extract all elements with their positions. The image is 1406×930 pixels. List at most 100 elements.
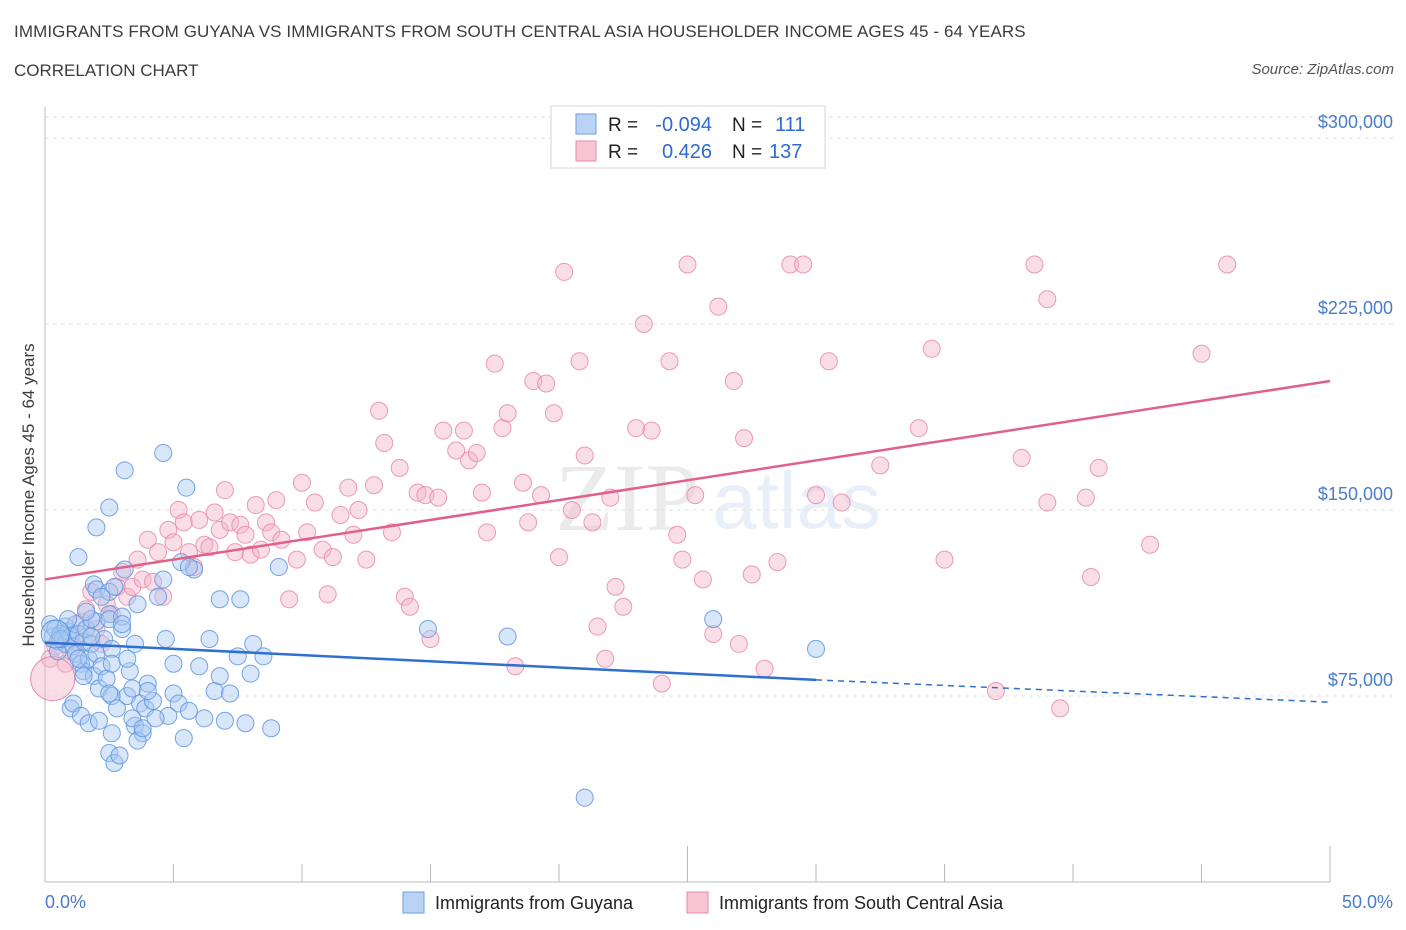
sca-point [1076,488,1095,507]
legend-n-label-guyana: N = [732,115,762,136]
guyana-point [154,570,173,589]
series-legend-label-guyana: Immigrants from Guyana [435,893,634,913]
sca-point [583,513,602,532]
guyana-point [498,627,517,646]
sca-point [267,491,286,510]
x-axis-ticks [44,846,1331,882]
trend-lines [44,379,1331,703]
x-tick-label-min: 0.0% [45,892,86,912]
sca-point [339,478,358,497]
guyana-point [179,701,198,720]
sca-point [922,339,941,358]
sca-point [349,501,368,519]
guyana-point [113,620,132,639]
sca-point [174,513,193,532]
sca-point [305,493,324,512]
sca-point [231,515,250,534]
guyana-point [228,647,247,666]
sca-point [652,674,671,693]
sca-point [280,590,299,609]
sca-point [807,486,825,505]
guyana-point [110,746,129,765]
legend-box [550,105,826,169]
watermark-atlas: atlas [712,456,881,545]
guyana-point [138,674,157,693]
guyana-point [177,478,196,497]
guyana-point [195,709,214,728]
series-legend-swatch-sca [686,891,709,914]
sca-point [1081,567,1100,586]
guyana-point [133,719,152,738]
sca-point [1038,493,1057,512]
sca-point [257,513,276,532]
y-tick-labels: $75,000 $150,000 $225,000 $300,000 [1318,112,1393,690]
sca-point [460,451,479,470]
series-legend-swatch-guyana [402,891,425,914]
sca-point [478,523,497,542]
sca-point [200,538,219,557]
sca-point [588,617,607,636]
sca-point [241,545,260,564]
sca-point [673,550,692,569]
sca-point [133,570,152,589]
guyana-point [179,558,198,577]
guyana-point [149,587,168,606]
sca-point [575,446,594,465]
guyana-point [61,699,80,718]
sca-point [210,520,229,539]
guyana-point [102,724,121,743]
guyana-point [807,639,825,658]
y-tick-label: $225,000 [1318,298,1393,318]
guyana-point [89,711,108,730]
sca-point [370,401,389,420]
guyana-point [74,667,93,686]
sca-point [1051,699,1070,718]
sca-point [794,255,813,274]
guyana-point [118,649,137,668]
y-tick-label: $150,000 [1318,484,1393,504]
sca-point [781,255,800,274]
sca-point [123,577,142,596]
sca-point [287,550,306,569]
guyana-point [77,602,96,621]
legend-swatch-sca [575,140,597,162]
gridlines [45,116,1394,697]
sca-point [375,434,394,453]
guyana-point [231,590,250,609]
sca-point [1089,458,1108,477]
sca-point [627,419,646,438]
sca-point [660,352,679,371]
sca-point [544,404,563,423]
sca-point [164,533,183,552]
sca-point [634,315,653,333]
guyana-point [113,615,132,634]
y-tick-label: $300,000 [1318,112,1393,132]
sca-point [724,372,743,391]
x-tick-label-max: 50.0% [1342,892,1393,912]
guyana-point [221,684,240,703]
guyana-point [210,667,229,686]
guyana-point [123,679,142,698]
sca-point [472,483,491,502]
sca-point [755,659,774,678]
guyana-point-cluster [40,619,70,649]
guyana-point [146,709,165,728]
guyana-point [156,629,175,648]
sca-point [149,543,168,562]
guyana-point [82,627,101,646]
sca-point [447,441,466,460]
sca-point [704,625,723,643]
sca-point [909,419,928,438]
legend-n-value-guyana: 111 [775,114,805,136]
sca-point [729,634,748,653]
sca-point [686,486,705,505]
sca-point [555,262,574,281]
sca-point [514,473,533,492]
sca-point [138,530,157,549]
sca-point [313,540,332,559]
guyana-point [164,654,183,673]
sca-point [1141,535,1160,554]
sca-point [1038,290,1057,309]
sca-point [498,404,517,423]
sca-point [668,525,687,544]
